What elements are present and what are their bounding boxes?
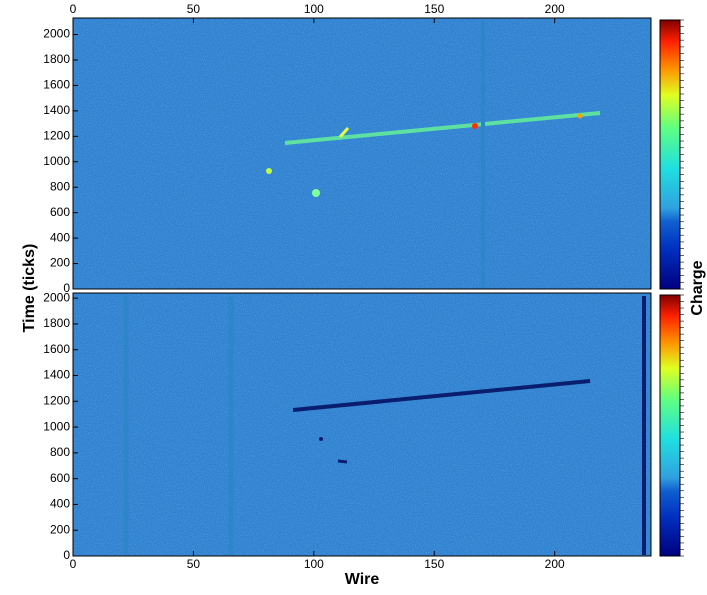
- x-tick-label: 100: [304, 557, 324, 571]
- y-tick-label: 800: [50, 179, 70, 193]
- y-tick-label: 600: [50, 471, 70, 485]
- y-tick-label: 1800: [43, 52, 70, 66]
- track-bottom: [123, 20, 646, 555]
- track-top: [266, 111, 601, 197]
- heatmap-noise: [73, 18, 651, 289]
- y-tick-label: 2000: [43, 27, 70, 41]
- x-tick-label: 50: [187, 557, 201, 571]
- x-tick-label: 150: [424, 557, 444, 571]
- y-tick-label: 1000: [43, 154, 70, 168]
- colorbar: [659, 294, 681, 557]
- heatmap-noise: [73, 293, 651, 556]
- colorbar-label: Charge: [689, 260, 706, 315]
- y-tick-label: 0: [63, 281, 70, 295]
- y-tick-label: 1800: [43, 316, 70, 330]
- plot-frame: [72, 292, 652, 557]
- x-tick-label: 100: [304, 2, 324, 16]
- y-tick-label: 1200: [43, 128, 70, 142]
- y-tick-label: 2000: [43, 290, 70, 304]
- x-tick-label: 0: [70, 2, 77, 16]
- y-tick-label: 1200: [43, 393, 70, 407]
- y-tick-label: 200: [50, 256, 70, 270]
- x-axis-label: Wire: [345, 571, 380, 588]
- x-tick-label: 0: [70, 557, 77, 571]
- y-tick-label: 400: [50, 497, 70, 511]
- y-tick-label: 1000: [43, 419, 70, 433]
- x-tick-label: 50: [187, 2, 201, 16]
- y-tick-label: 600: [50, 205, 70, 219]
- y-tick-label: 1600: [43, 342, 70, 356]
- y-tick-label: 400: [50, 230, 70, 244]
- x-tick-label: 150: [424, 2, 444, 16]
- plot-frame: [72, 17, 652, 290]
- x-tick-label: 200: [545, 557, 565, 571]
- x-tick-label: 200: [545, 2, 565, 16]
- y-axis-label: Time (ticks): [21, 244, 38, 333]
- y-tick-label: 200: [50, 522, 70, 536]
- y-tick-label: 1600: [43, 78, 70, 92]
- y-tick-label: 1400: [43, 368, 70, 382]
- colorbar: [659, 19, 681, 290]
- y-tick-label: 1400: [43, 103, 70, 117]
- y-tick-label: 800: [50, 445, 70, 459]
- y-tick-label: 0: [63, 548, 70, 562]
